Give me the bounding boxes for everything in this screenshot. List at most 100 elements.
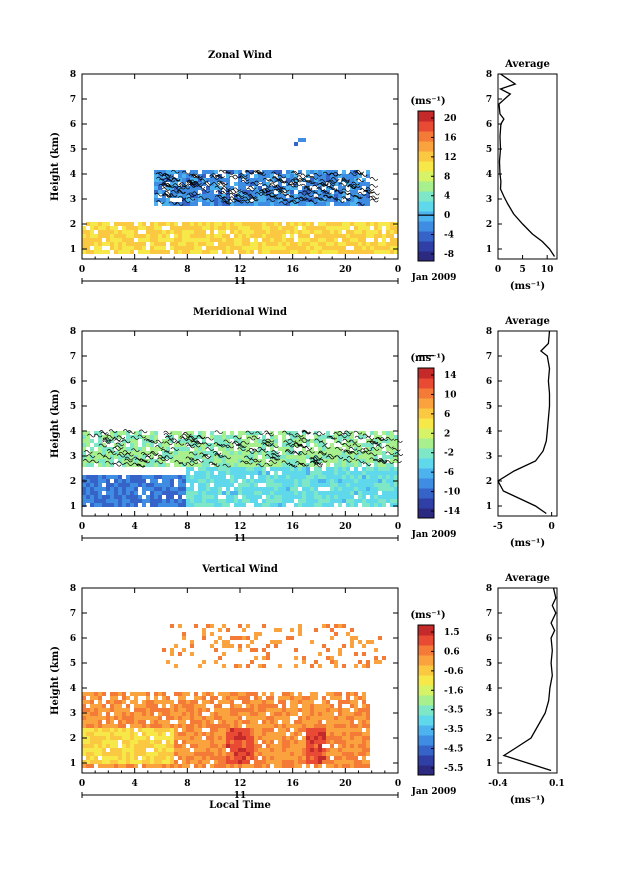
- heatmap-cell: [342, 756, 346, 760]
- heatmap-cell: [134, 451, 138, 455]
- contour-line: [313, 172, 322, 177]
- heatmap-cell: [114, 712, 118, 716]
- heatmap-cell: [102, 234, 106, 238]
- heatmap-cell: [214, 712, 218, 716]
- heatmap-cell: [130, 451, 134, 455]
- heatmap-cell: [262, 475, 266, 479]
- heatmap-cell: [110, 760, 114, 764]
- heatmap-cell: [250, 483, 254, 487]
- heatmap-cell: [94, 459, 98, 463]
- heatmap-cell: [206, 708, 210, 712]
- heatmap-cell: [126, 712, 130, 716]
- colorbar-swatch: [418, 645, 434, 656]
- heatmap-cell: [262, 479, 266, 483]
- heatmap-cell: [290, 740, 294, 744]
- heatmap-cell: [230, 483, 234, 487]
- heatmap-cell: [198, 234, 202, 238]
- heatmap-cell: [82, 692, 86, 696]
- colorbar-tick-label: 0: [444, 211, 450, 221]
- heatmap-cell: [382, 246, 386, 250]
- heatmap-cell: [254, 443, 258, 447]
- heatmap-cell: [266, 455, 270, 459]
- colorbar-swatch: [418, 705, 434, 716]
- contour-line: [262, 188, 271, 192]
- heatmap-cell: [322, 202, 326, 206]
- heatmap-cell: [182, 234, 186, 238]
- heatmap-cell: [186, 716, 190, 720]
- heatmap-cell: [194, 250, 198, 254]
- heatmap-cell: [162, 760, 166, 764]
- contour-line: [201, 455, 211, 460]
- heatmap-cell: [150, 455, 154, 459]
- colorbar-swatch: [418, 448, 434, 459]
- heatmap-cell: [174, 475, 178, 479]
- heatmap-cell: [158, 475, 162, 479]
- heatmap-cell: [282, 467, 286, 471]
- heatmap-cell: [274, 495, 278, 499]
- heatmap-cell: [126, 435, 130, 439]
- heatmap-cell: [286, 471, 290, 475]
- heatmap-cell: [262, 238, 266, 242]
- contour-line: [253, 458, 262, 463]
- heatmap-cell: [290, 222, 294, 226]
- heatmap-cell: [222, 640, 226, 644]
- heatmap-cell: [194, 463, 198, 467]
- heatmap-cell: [102, 692, 106, 696]
- heatmap-cell: [238, 728, 242, 732]
- heatmap-cell: [242, 222, 246, 226]
- heatmap-cell: [198, 495, 202, 499]
- heatmap-cell: [386, 431, 390, 435]
- heatmap-cell: [350, 182, 354, 186]
- heatmap-cell: [274, 644, 278, 648]
- heatmap-cell: [190, 242, 194, 246]
- heatmap-cell: [90, 226, 94, 230]
- heatmap-cell: [354, 760, 358, 764]
- heatmap-cell: [170, 230, 174, 234]
- heatmap-cell: [198, 455, 202, 459]
- heatmap-cell: [342, 748, 346, 752]
- heatmap-cell: [290, 455, 294, 459]
- heatmap-cell: [366, 491, 370, 495]
- heatmap-cell: [386, 467, 390, 471]
- heatmap-cell: [234, 435, 238, 439]
- contour-line: [194, 174, 203, 178]
- heatmap-cell: [362, 246, 366, 250]
- heatmap-cell: [278, 226, 282, 230]
- heatmap-cell: [386, 495, 390, 499]
- heatmap-cell: [294, 700, 298, 704]
- heatmap-cell: [218, 724, 222, 728]
- heatmap-cell: [198, 712, 202, 716]
- contour-line: [363, 447, 373, 452]
- heatmap-cell: [154, 696, 158, 700]
- heatmap-cell: [366, 708, 370, 712]
- heatmap-cell: [230, 700, 234, 704]
- contour-line: [205, 198, 215, 202]
- heatmap-cell: [302, 660, 306, 664]
- heatmap-cell: [266, 483, 270, 487]
- heatmap-cell: [246, 467, 250, 471]
- heatmap-cell: [262, 728, 266, 732]
- heatmap-cell: [210, 471, 214, 475]
- heatmap-cell: [122, 732, 126, 736]
- heatmap-cell: [134, 230, 138, 234]
- heatmap-cell: [262, 459, 266, 463]
- heatmap-cell: [94, 748, 98, 752]
- heatmap-cell: [162, 764, 166, 768]
- heatmap-cell: [198, 463, 202, 467]
- heatmap-cell: [230, 447, 234, 451]
- heatmap-cell: [262, 230, 266, 234]
- heatmap-cell: [146, 724, 150, 728]
- heatmap-cell: [190, 194, 194, 198]
- heatmap-cell: [218, 186, 222, 190]
- heatmap-cell: [346, 443, 350, 447]
- heatmap-cell: [230, 744, 234, 748]
- heatmap-cell: [182, 447, 186, 451]
- heatmap-cell: [314, 471, 318, 475]
- heatmap-cell: [142, 463, 146, 467]
- heatmap-cell: [318, 728, 322, 732]
- heatmap-cell: [290, 230, 294, 234]
- heatmap-cell: [110, 503, 114, 507]
- contour-line: [165, 184, 175, 189]
- heatmap-cell: [286, 764, 290, 768]
- heatmap-cell: [330, 467, 334, 471]
